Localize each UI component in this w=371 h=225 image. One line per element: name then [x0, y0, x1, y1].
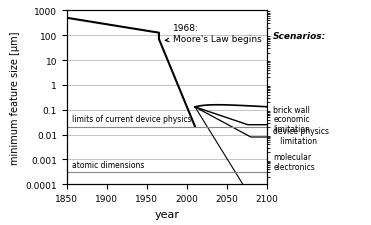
Y-axis label: minimum feature size [μm]: minimum feature size [μm]: [10, 32, 20, 164]
Text: device physics
   limitation: device physics limitation: [273, 126, 329, 146]
Text: atomic dimensions: atomic dimensions: [72, 160, 145, 169]
Text: Scenarios:: Scenarios:: [273, 32, 326, 41]
Text: 1968:
Moore's Law begins: 1968: Moore's Law begins: [165, 24, 261, 44]
Text: molecular
electronics: molecular electronics: [273, 152, 315, 171]
Text: economic
limitation: economic limitation: [273, 114, 310, 134]
Text: limits of current device physics: limits of current device physics: [72, 115, 192, 124]
X-axis label: year: year: [154, 209, 180, 219]
Text: brick wall: brick wall: [273, 105, 310, 114]
